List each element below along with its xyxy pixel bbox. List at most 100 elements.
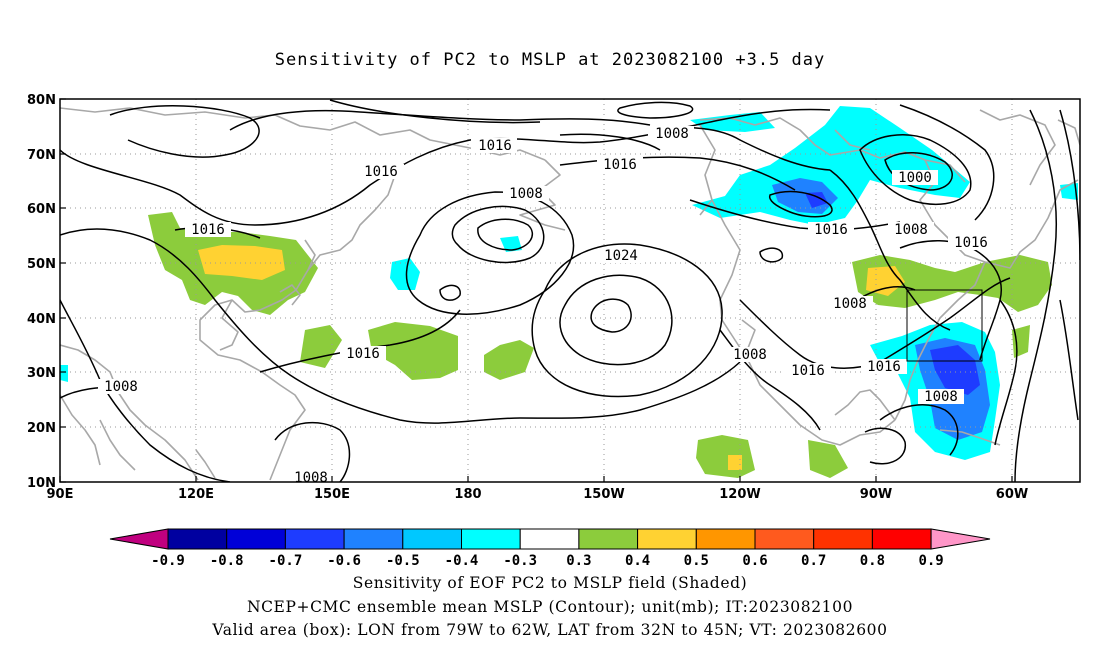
- shade-cyan-alaska: [690, 112, 775, 132]
- shade-yellow-mexico: [728, 455, 742, 470]
- caption-valid-area: Valid area (box): LON from 79W to 62W, L…: [212, 621, 888, 639]
- valid-area-box: [906, 289, 983, 362]
- colorbar-box: [637, 528, 697, 550]
- shade-cyan-pacific: [390, 258, 420, 290]
- lat-label: 80N: [27, 93, 56, 108]
- contour-label-text: 1016: [478, 138, 512, 154]
- colorbar-box: [578, 528, 639, 550]
- lon-label: 90W: [860, 487, 892, 502]
- contour-label: 1016: [358, 164, 404, 180]
- shade-cyan-west: [60, 365, 68, 382]
- lat-label: 20N: [27, 421, 56, 436]
- colorbar-label: -0.7: [269, 553, 303, 569]
- colorbar: -0.9 -0.8 -0.7 -0.6 -0.5 -0.4 -0.3 0.3 0.4 0.5 0.6…: [109, 528, 991, 569]
- shade-blue-canada-core: [805, 192, 828, 208]
- lat-label: 50N: [27, 257, 56, 272]
- colorbar-box: [167, 528, 228, 550]
- colorbar-label: -0.5: [386, 553, 420, 569]
- contour-label-text: 1016: [791, 363, 825, 379]
- colorbar-box: [754, 528, 815, 550]
- colorbar-arrow-left: [109, 528, 169, 550]
- contour-label: 1008: [648, 126, 694, 142]
- colorbar-box: [402, 528, 462, 550]
- lat-label: 60N: [27, 202, 56, 217]
- shade-green-pacific-b: [368, 322, 458, 380]
- contour-label-text: 1008: [509, 186, 543, 202]
- contour-label: 1008: [288, 470, 334, 486]
- colorbar-box: [284, 528, 345, 550]
- colorbar-label: 0.4: [625, 553, 650, 569]
- colorbar-box: [519, 528, 580, 550]
- contour-label: 1016: [340, 346, 386, 362]
- colorbar-box: [695, 528, 756, 550]
- contour-label: 1024: [598, 248, 644, 264]
- shade-cyan-bering: [500, 236, 522, 252]
- axis-ticks: [59, 98, 1013, 483]
- caption-contour: NCEP+CMC ensemble mean MSLP (Contour); u…: [246, 598, 854, 616]
- contour-label: 1016: [808, 222, 854, 238]
- contour-label-text: 1000: [898, 170, 932, 186]
- contour-label: 1008: [503, 186, 549, 202]
- shade-blue-atlantic-core: [930, 345, 980, 395]
- shade-green-pacific-c: [484, 340, 534, 380]
- contour-label: 1016: [471, 138, 517, 154]
- colorbar-label: -0.6: [327, 553, 361, 569]
- colorbar-label: 0.8: [860, 553, 885, 569]
- map-frame: [59, 98, 1081, 483]
- lon-label: 150E: [314, 487, 350, 502]
- contour-label-text: 1016: [191, 222, 225, 238]
- lon-label: 120W: [719, 487, 760, 502]
- colorbar-label: 0.3: [566, 553, 591, 569]
- lat-label: 40N: [27, 312, 56, 327]
- lon-label: 60W: [996, 487, 1028, 502]
- contour-label: 1008: [98, 379, 144, 395]
- contour-labels: 1008 1016 1016 1016 1008 1016 1024 1000 …: [98, 126, 994, 486]
- lon-labels: 90E 120E 150E 180 150W 120W 90W 60W: [47, 487, 1029, 502]
- colorbar-box: [871, 528, 932, 550]
- colorbar-box: [226, 528, 286, 550]
- contour-label: 1016: [948, 235, 994, 251]
- lat-label: 30N: [27, 366, 56, 381]
- contour-label: 1008: [827, 296, 873, 312]
- colorbar-label: 0.7: [801, 553, 826, 569]
- contour-label-text: 1016: [603, 157, 637, 173]
- contour-label: 1016: [861, 359, 907, 375]
- contour-label-text: 1008: [833, 296, 867, 312]
- shaded-field: [60, 106, 1078, 478]
- shade-yellow-asia: [198, 245, 285, 280]
- contour-label-text: 1016: [814, 222, 848, 238]
- contour-label-text: 1008: [733, 347, 767, 363]
- lat-label: 70N: [27, 148, 56, 163]
- contour-label: 1016: [597, 157, 643, 173]
- contour-label-text: 1008: [104, 379, 138, 395]
- lon-label: 150W: [583, 487, 624, 502]
- contour-label: 1016: [185, 222, 231, 238]
- contour-label: 1000: [892, 170, 938, 186]
- contour-label: 1008: [918, 389, 964, 405]
- contour-label: 1008: [727, 347, 773, 363]
- contour-label-text: 1016: [867, 359, 901, 375]
- colorbar-arrow-right: [930, 528, 991, 550]
- contour-label: 1016: [785, 363, 831, 379]
- colorbar-label: 0.5: [684, 553, 709, 569]
- contour-label-text: 1008: [894, 222, 928, 238]
- colorbar-label: -0.8: [210, 553, 244, 569]
- contour-label-text: 1024: [604, 248, 638, 264]
- colorbar-label: 0.6: [742, 553, 767, 569]
- shade-green-us: [852, 255, 1052, 312]
- colorbar-label: -0.4: [445, 553, 479, 569]
- contour-label-text: 1016: [346, 346, 380, 362]
- contour-label-text: 1016: [954, 235, 988, 251]
- colorbar-box: [343, 528, 404, 550]
- colorbar-label: -0.3: [503, 553, 537, 569]
- contour-label-text: 1008: [924, 389, 958, 405]
- colorbar-box: [461, 528, 521, 550]
- lon-label: 120E: [178, 487, 214, 502]
- shade-green-mexico: [696, 435, 755, 478]
- caption-shaded: Sensitivity of EOF PC2 to MSLP field (Sh…: [352, 574, 748, 592]
- lat-label: 10N: [27, 476, 56, 491]
- contour-label-text: 1016: [364, 164, 398, 180]
- contour-label-text: 1008: [294, 470, 328, 486]
- colorbar-box: [813, 528, 873, 550]
